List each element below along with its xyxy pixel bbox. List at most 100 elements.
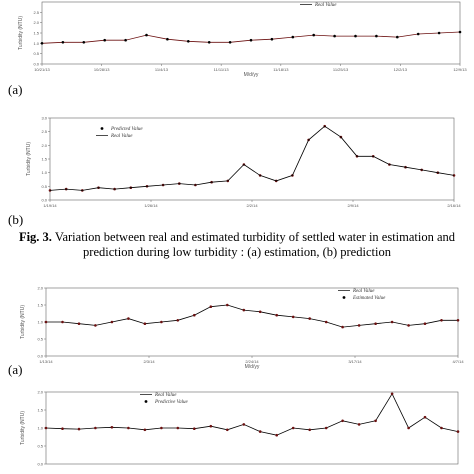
x-tick-label: 1/13/14 [39,359,53,364]
legend-label: Real Value [314,3,337,8]
y-tick-label: 0.5 [41,184,47,189]
series-point-1 [275,313,279,317]
series-point-1 [357,423,361,426]
y-axis-label: Turbidity (NTU) [18,16,24,50]
x-tick-label: 2/24/14 [245,359,259,364]
series-point-1 [456,430,460,433]
legend-label: Estimated Value [352,296,386,301]
chart-estimation-1: 0.0 0.5 1.0 1.5 2.0 2.5 10/21/13 10/28/13 11/4/1… [18,1,467,78]
series-point-0 [354,34,357,38]
y-tick-label: 0.0 [37,354,43,359]
series-point-1 [160,320,163,324]
series-point-0 [375,34,378,38]
series-point-1 [374,419,377,423]
series-point-1 [44,320,48,324]
series-point-1 [258,310,262,314]
series-point-1 [291,426,295,430]
legend-dot [144,400,148,403]
series-line-0 [45,392,459,436]
x-tick-label: 1/26/14 [144,203,158,208]
chart-prediction-2: 0.0 0.5 1.0 1.5 2.0 Turbidity (NTU) Real Value… [20,390,460,467]
series-point-0 [61,41,65,44]
x-tick-label: 11/4/13 [155,67,169,72]
series-point-0 [437,31,441,35]
x-axis-label: M/d/yy [244,72,259,78]
y-tick-label: 1.5 [37,303,43,308]
series-point-1 [341,325,344,329]
chart-estimation-2: 0.0 0.5 1.0 1.5 2.0 1/13/14 2/3/14 2/24/14 3/17/… [20,286,464,371]
legend-dot [100,127,104,130]
panel-label-a2: (a) [8,362,23,377]
series-point-1 [77,427,81,431]
chart-prediction-1: 0.0 0.5 1.0 1.5 2.0 2.5 3.0 1/19/14 1/26/14 2/2/1… [26,116,461,209]
y-tick-label: 0.0 [33,62,39,67]
series-point-1 [423,415,427,419]
series-point-1 [407,324,410,327]
series-line-1 [49,125,455,191]
y-tick-label: 2.0 [37,286,43,291]
series-point-1 [127,317,130,320]
series-point-1 [407,426,410,430]
series-point-0 [207,41,211,44]
series-point-1 [61,320,64,324]
plot-frame [41,1,461,65]
x-tick-label: 10/21/13 [34,67,50,72]
legend-label: Real Value [352,289,375,294]
caption-fig-label: Fig. 3. [18,230,52,244]
series-point-1 [374,322,377,325]
x-tick-label: 11/11/13 [214,67,230,72]
legend-label: Predictive Value [154,400,188,405]
series-point-0 [312,33,316,37]
caption-text: Variation between real and estimated tur… [51,230,456,259]
series-point-1 [242,423,246,426]
y-tick-label: 2.5 [41,129,47,134]
x-tick-label: 2/2/14 [246,203,258,208]
legend-label: Real Value [110,134,133,139]
y-tick-label: 2.0 [41,143,47,148]
series-point-1 [160,426,163,430]
series-point-0 [103,38,106,42]
y-tick-label: 1.0 [33,41,39,46]
x-tick-label: 2/16/14 [447,203,461,208]
series-point-1 [176,319,180,322]
series-point-0 [166,37,169,41]
series-point-1 [341,419,344,423]
series-point-1 [209,424,213,428]
series-point-1 [94,324,97,327]
series-point-0 [249,38,253,42]
y-tick-label: 0.5 [37,337,43,342]
series-point-1 [143,322,147,325]
series-point-1 [226,428,229,432]
y-axis-label: Turbidity (NTU) [26,142,32,176]
y-tick-label: 2.0 [33,20,39,25]
y-tick-label: 0.5 [33,51,39,56]
series-point-1 [456,319,460,322]
series-point-1 [226,303,229,307]
x-tick-label: 10/28/13 [94,67,110,72]
panel-label-b1: (b) [8,212,24,227]
series-point-1 [258,430,262,433]
series-point-0 [333,34,336,38]
y-tick-label: 3.0 [41,116,47,121]
series-point-1 [308,428,312,432]
y-tick-label: 0.5 [37,444,43,449]
x-tick-label: 11/25/13 [333,67,349,72]
series-point-1 [308,317,312,320]
series-point-0 [458,30,462,34]
y-tick-label: 2.0 [37,390,43,395]
series-point-1 [143,428,147,432]
x-tick-label: 12/2/13 [394,67,408,72]
series-point-1 [94,426,97,430]
series-point-0 [396,35,399,39]
plot-frame [45,287,459,357]
series-line-0 [46,304,458,328]
y-tick-label: 1.0 [37,320,43,325]
y-tick-label: 1.0 [41,170,47,175]
y-tick-label: 1.0 [37,426,43,431]
y-tick-label: 0.0 [37,462,43,467]
series-point-0 [40,42,44,45]
y-axis-label: Turbidity (NTU) [20,411,26,445]
series-point-1 [440,319,443,322]
y-tick-label: 1.5 [41,157,47,162]
series-point-1 [127,426,130,430]
